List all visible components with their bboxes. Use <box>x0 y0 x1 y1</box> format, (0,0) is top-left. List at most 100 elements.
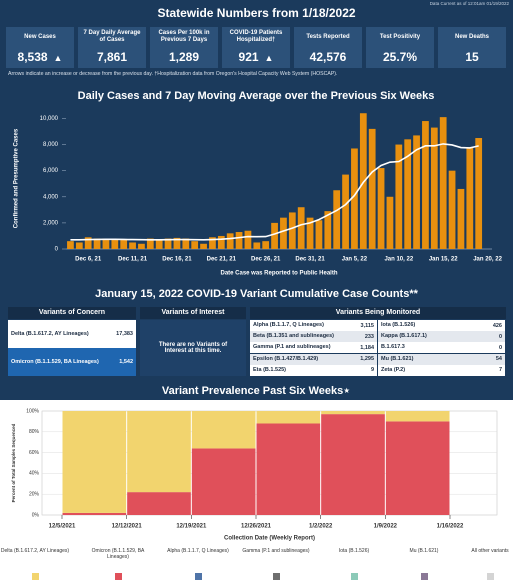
kpi-value: 8,538 <box>17 50 48 64</box>
x-tick-label: Dec 11, 21 <box>118 257 148 263</box>
bar <box>280 217 287 249</box>
kpi-value-row: 25.7% <box>366 50 434 64</box>
bar <box>111 239 119 249</box>
legend-swatch <box>114 573 122 580</box>
kpi-value: 1,289 <box>168 50 200 64</box>
y-axis-label: Confirmed and Presumptive Cases <box>14 128 20 228</box>
kpi-label: Test Positivity <box>379 33 421 40</box>
variant-name: Epsilon (B.1.427/B.1.429) <box>253 355 319 362</box>
monitored-header: Variants Being Monitored <box>250 307 506 319</box>
stacked-bar-segment <box>256 423 321 515</box>
variant-count: 54 <box>495 356 502 363</box>
bar <box>271 222 278 249</box>
bar <box>173 237 181 249</box>
bar <box>315 220 323 249</box>
y-tick-label: 6,000 <box>43 168 59 174</box>
kpi-value-row: 42,576 <box>294 50 362 64</box>
bar <box>368 128 376 249</box>
variant-name: Delta (B.1.617.2, AY Lineages) <box>11 330 89 337</box>
legend-swatch <box>272 573 280 580</box>
kpi-tile: Cases Per 100k in Previous 7 Days 1,289 <box>150 27 218 68</box>
legend-label: Gamma (P.1 and sublineages) <box>242 548 310 554</box>
kpi-value-row: 8,538 ▲ <box>6 50 74 64</box>
variant-row: Eta (B.1.525) 9 <box>250 364 377 376</box>
variant-name: Alpha (B.1.1.7, Q Lineages) <box>253 322 324 328</box>
bar <box>191 241 199 249</box>
x-tick-label: Jan 5, 22 <box>342 257 368 263</box>
x-tick-label: 1/9/2022 <box>374 524 398 530</box>
variant-row: Beta (B.1.351 and sublineages) 233 <box>250 331 377 343</box>
x-axis-label: Collection Date (Weekly Report) <box>224 536 315 542</box>
y-tick-label: 20% <box>29 492 40 498</box>
variant-name: Zeta (P.2) <box>381 366 406 373</box>
variant-name: Omicron (B.1.1.529, BA Lineages) <box>11 358 99 365</box>
bar <box>430 127 438 249</box>
bar <box>351 148 358 249</box>
stacked-bar-segment <box>62 411 127 513</box>
bar <box>67 241 74 249</box>
legend-label: Delta (B.1.617.2, AY Lineages) <box>0 548 70 554</box>
legend-swatch <box>194 573 202 580</box>
variant-count: 233 <box>364 333 374 340</box>
bar <box>288 212 296 249</box>
bar <box>262 241 270 249</box>
variant-name: Kappa (B.1.617.1) <box>381 333 427 340</box>
bar <box>439 117 447 249</box>
x-tick-label: Jan 20, 22 <box>473 257 502 263</box>
variant-count: 7 <box>498 367 502 374</box>
bar <box>120 239 128 249</box>
y-axis-label: Percent of Total Samples Sequenced <box>11 423 16 502</box>
updated-note: Data Current as of 12:01am 01/19/2022 <box>429 1 509 6</box>
variant-row: Kappa (B.1.617.1) 0 <box>378 331 505 343</box>
variant-name: Iota (B.1.526) <box>381 322 416 328</box>
interest-header: Variants of Interest <box>140 307 246 319</box>
kpi-tile: 7 Day Daily Average of Cases 7,861 <box>78 27 146 68</box>
variant-count: 426 <box>492 322 502 329</box>
legend-label: Omicron (B.1.1.529, BA Lineages) <box>91 548 145 560</box>
stacked-bar-segment <box>385 421 450 515</box>
bar <box>306 217 314 249</box>
y-tick-label: 4,000 <box>43 194 59 200</box>
variant-count: 1,184 <box>360 344 374 351</box>
bar <box>244 230 252 249</box>
variant-row: Zeta (P.2) 7 <box>378 364 505 376</box>
variant-count: 9 <box>370 367 374 374</box>
y-tick-label: 2,000 <box>43 220 59 226</box>
x-tick-label: Dec 31, 21 <box>295 257 325 263</box>
variant-count: 0 <box>498 333 502 340</box>
x-tick-label: Jan 10, 22 <box>384 257 413 263</box>
variant-row: Epsilon (B.1.427/B.1.429) 1,295 <box>250 353 377 365</box>
kpi-arrow: ▲ <box>264 53 274 63</box>
bar <box>386 196 394 249</box>
concern-header: Variants of Concern <box>8 307 136 319</box>
legend-label: Iota (B.1.526) <box>338 548 370 554</box>
stacked-bar-segment <box>321 414 385 515</box>
variant-count: 17,383 <box>116 331 133 337</box>
y-tick-label: 8,000 <box>43 142 59 148</box>
legend-label: Alpha (B.1.1.7, Q Lineages) <box>167 548 229 554</box>
bar <box>422 121 429 249</box>
kpi-value-row: 921 ▲ <box>222 50 290 64</box>
bar <box>324 211 332 249</box>
x-tick-label: 1/16/2022 <box>437 524 464 530</box>
kpi-tile: New Cases 8,538 ▲ <box>6 27 74 68</box>
x-tick-label: Dec 21, 21 <box>207 257 237 263</box>
bar <box>395 144 403 249</box>
variant-row: Gamma (P.1 and sublineages) 1,184 <box>250 342 377 354</box>
bar <box>377 168 385 249</box>
variants-title: January 15, 2022 COVID-19 Variant Cumula… <box>95 288 418 300</box>
bar <box>475 138 483 249</box>
variant-name: Beta (B.1.351 and sublineages) <box>253 333 334 340</box>
x-tick-label: Dec 16, 21 <box>162 257 192 263</box>
kpi-label: New Deaths <box>454 33 489 40</box>
stacked-bar-segment <box>321 411 385 415</box>
bar <box>155 239 163 249</box>
kpi-value-row: 7,861 <box>78 50 146 64</box>
bar <box>129 242 136 249</box>
x-tick-label: 12/12/2021 <box>112 524 143 530</box>
kpi-value: 921 <box>238 50 259 64</box>
kpi-label: Cases Per 100k in Previous 7 Days <box>158 30 210 43</box>
stacked-bar-segment <box>62 512 127 515</box>
